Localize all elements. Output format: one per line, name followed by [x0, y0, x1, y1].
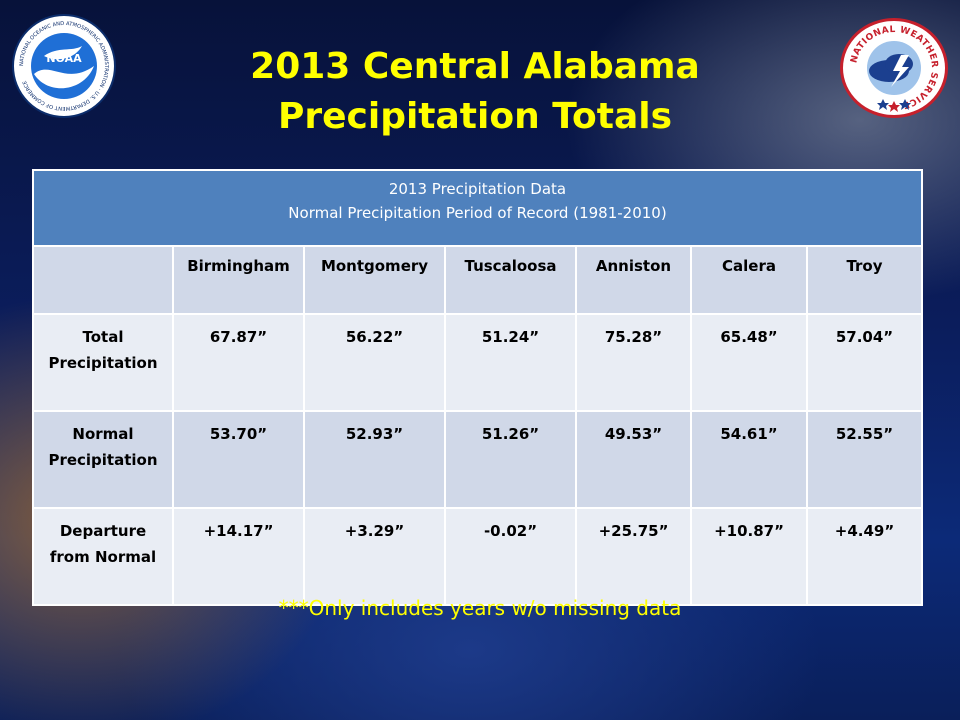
- table-cell: 51.26”: [444, 410, 577, 509]
- noaa-logo-text: NOAA: [46, 52, 82, 65]
- table-cell: 57.04”: [806, 313, 923, 412]
- table-header-line-1: 2013 Precipitation Data: [388, 180, 567, 198]
- table-cell: -0.02”: [444, 507, 577, 606]
- noaa-logo: NATIONAL OCEANIC AND ATMOSPHERIC ADMINIS…: [12, 14, 116, 118]
- table-cell: 51.24”: [444, 313, 577, 412]
- column-header: [32, 245, 174, 315]
- table-cell: +10.87”: [690, 507, 808, 606]
- table-cell: +3.29”: [303, 507, 446, 606]
- footnote: ***Only includes years w/o missing data: [278, 596, 682, 620]
- table-cell: +25.75”: [575, 507, 692, 606]
- table-header: 2013 Precipitation Data Normal Precipita…: [32, 169, 923, 247]
- column-header: Calera: [690, 245, 808, 315]
- column-header: Anniston: [575, 245, 692, 315]
- table-cell: 65.48”: [690, 313, 808, 412]
- column-header: Troy: [806, 245, 923, 315]
- table-row: Total Precipitation 67.87” 56.22” 51.24”…: [32, 313, 923, 412]
- table-cell: 52.93”: [303, 410, 446, 509]
- row-label-line-1: Normal: [72, 425, 134, 443]
- table-cell: 54.61”: [690, 410, 808, 509]
- row-label-line-1: Departure: [59, 522, 147, 540]
- table-row: Normal Precipitation 53.70” 52.93” 51.26…: [32, 410, 923, 509]
- table-cell: 52.55”: [806, 410, 923, 509]
- column-header: Tuscaloosa: [444, 245, 577, 315]
- slide-title: 2013 Central Alabama Precipitation Total…: [120, 42, 830, 142]
- column-header: Montgomery: [303, 245, 446, 315]
- column-header-row: Birmingham Montgomery Tuscaloosa Annisto…: [32, 245, 923, 315]
- row-label: Total Precipitation: [32, 313, 174, 412]
- table-cell: +4.49”: [806, 507, 923, 606]
- table-cell: 75.28”: [575, 313, 692, 412]
- nws-logo: NATIONAL WEATHER SERVICE: [840, 18, 948, 118]
- precipitation-table: 2013 Precipitation Data Normal Precipita…: [32, 169, 923, 606]
- row-label-line-1: Total: [82, 328, 124, 346]
- row-label: Normal Precipitation: [32, 410, 174, 509]
- table-cell: 67.87”: [172, 313, 305, 412]
- row-label-line-2: Precipitation: [48, 451, 158, 469]
- table-header-line-2: Normal Precipitation Period of Record (1…: [288, 204, 667, 222]
- row-label: Departure from Normal: [32, 507, 174, 606]
- row-label-line-2: Precipitation: [48, 354, 158, 372]
- table-cell: 53.70”: [172, 410, 305, 509]
- table-header-row: 2013 Precipitation Data Normal Precipita…: [32, 169, 923, 247]
- title-line-2: Precipitation Totals: [277, 96, 673, 137]
- table-cell: 49.53”: [575, 410, 692, 509]
- title-line-1: 2013 Central Alabama: [250, 46, 700, 87]
- table-row: Departure from Normal +14.17” +3.29” -0.…: [32, 507, 923, 606]
- row-label-line-2: from Normal: [49, 548, 157, 566]
- table-cell: +14.17”: [172, 507, 305, 606]
- column-header: Birmingham: [172, 245, 305, 315]
- table-cell: 56.22”: [303, 313, 446, 412]
